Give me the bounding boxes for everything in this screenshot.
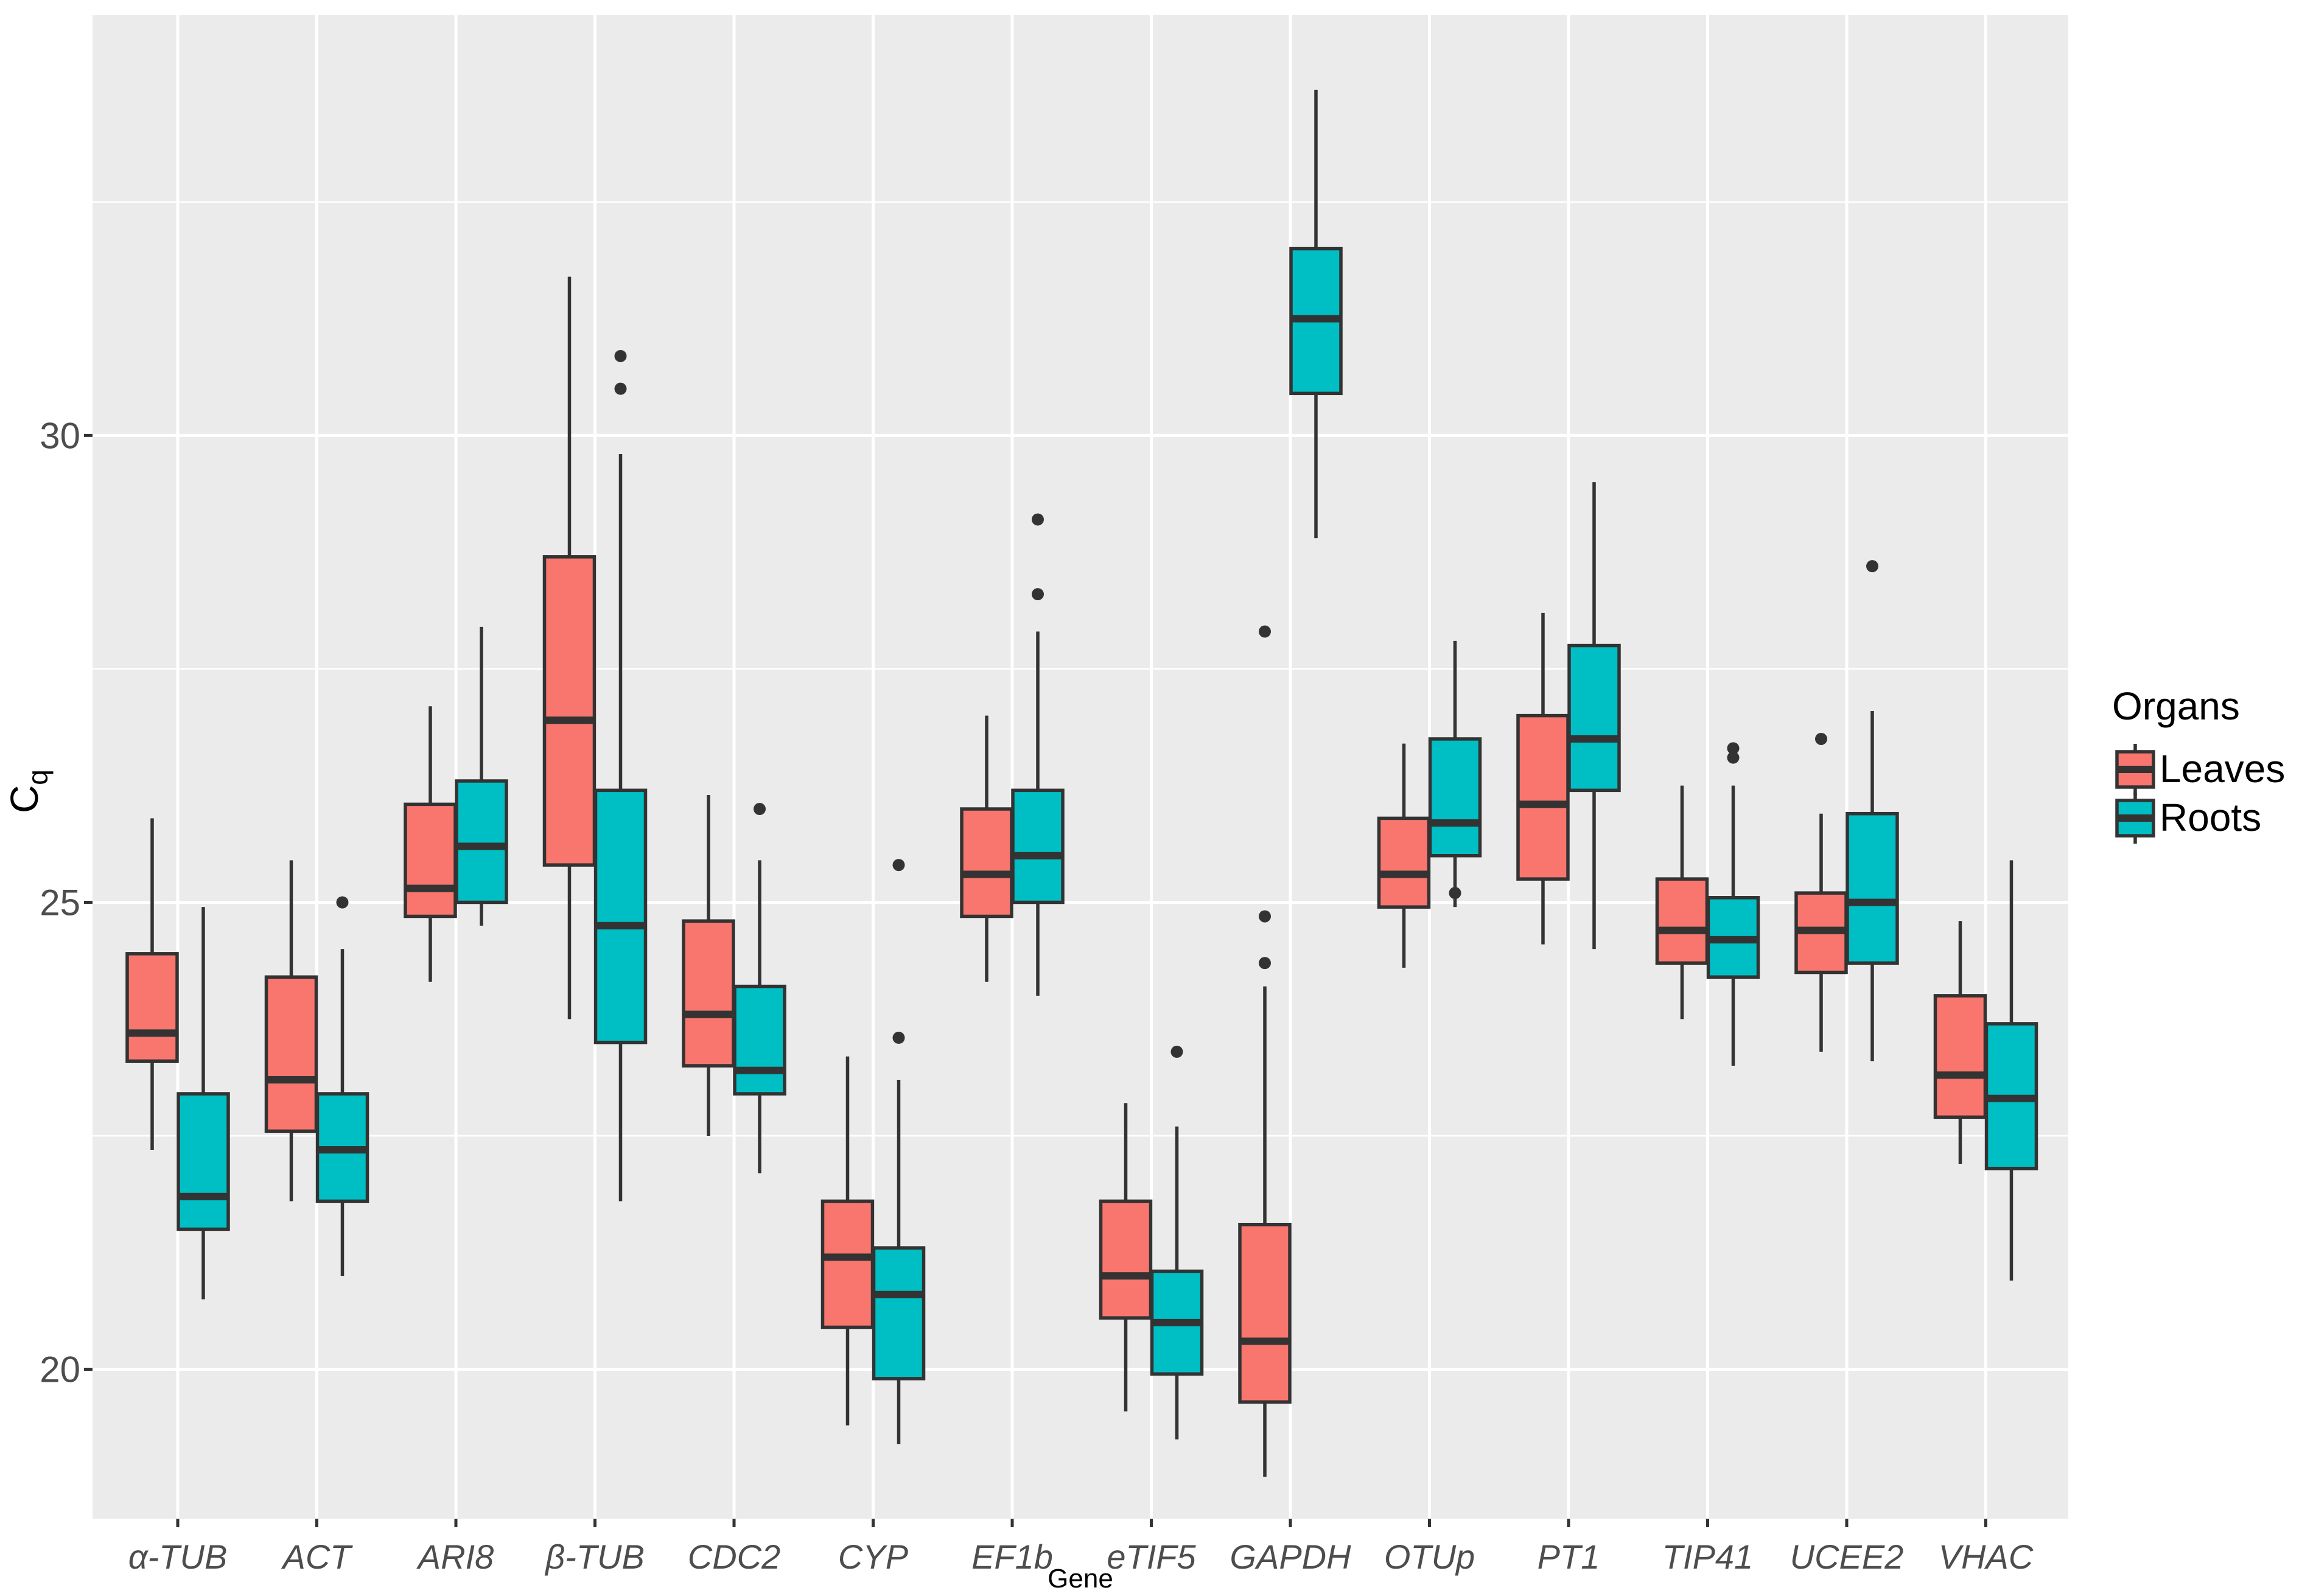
x-tick-label: ACT xyxy=(281,1538,354,1576)
x-tick-label: UCEE2 xyxy=(1790,1538,1904,1576)
box-body xyxy=(1516,713,1570,881)
x-tick-label: PT1 xyxy=(1538,1538,1600,1576)
box-body xyxy=(1428,737,1482,858)
box-roots xyxy=(1567,482,1621,950)
x-tick-label: CYP xyxy=(838,1538,908,1576)
box-body xyxy=(542,555,596,867)
y-axis: 20 25 30 xyxy=(40,415,93,1390)
box-body xyxy=(264,975,318,1133)
box-leaves xyxy=(1655,785,1709,1020)
box-roots xyxy=(593,349,648,1202)
box-body xyxy=(404,802,457,919)
box-body xyxy=(177,1092,230,1231)
y-tick-label: 20 xyxy=(40,1349,80,1390)
x-tick-label: VHAC xyxy=(1939,1538,2034,1576)
box-body xyxy=(1011,788,1065,905)
box-body xyxy=(1845,811,1899,965)
y-axis-title: Cq xyxy=(2,769,54,813)
legend-entry-leaves: Leaves xyxy=(2115,744,2285,795)
box-body xyxy=(960,807,1013,919)
box-body xyxy=(1238,1222,1292,1404)
box-body xyxy=(1099,1199,1153,1320)
svg-text:Cq: Cq xyxy=(2,769,54,813)
x-axis-title: Gene xyxy=(1048,1564,1113,1594)
box-leaves xyxy=(1516,612,1570,945)
x-tick-label: β-TUB xyxy=(544,1538,645,1576)
outlier-point xyxy=(1727,742,1740,755)
box-roots xyxy=(733,803,786,1174)
outlier-point xyxy=(1259,625,1271,638)
x-tick-label: eTIF5 xyxy=(1107,1538,1196,1576)
x-tick-label: ARI8 xyxy=(416,1538,494,1576)
box-leaves xyxy=(264,860,318,1202)
plot-panel xyxy=(93,15,2068,1519)
x-tick-label: α-TUB xyxy=(128,1538,228,1576)
outlier-point xyxy=(1170,1045,1183,1058)
y-axis-title-main: C xyxy=(2,785,46,813)
box-body xyxy=(872,1246,926,1381)
box-body xyxy=(455,779,508,905)
y-tick-label: 30 xyxy=(40,415,80,456)
outlier-point xyxy=(1449,887,1461,900)
legend-title: Organs xyxy=(2112,684,2240,728)
outlier-point xyxy=(892,1031,905,1044)
box-body xyxy=(820,1199,875,1329)
box-roots xyxy=(1150,1045,1204,1440)
legend: Organs Leaves Roots xyxy=(2112,684,2285,844)
box-body xyxy=(682,919,735,1068)
x-tick-label: OTUp xyxy=(1384,1538,1475,1576)
box-roots xyxy=(1289,89,1343,539)
legend-entry-roots: Roots xyxy=(2115,793,2261,844)
panel-background xyxy=(93,15,2068,1519)
box-leaves xyxy=(960,715,1013,982)
outlier-point xyxy=(892,859,905,872)
box-roots xyxy=(1428,640,1482,908)
box-leaves xyxy=(404,706,457,982)
outlier-point xyxy=(336,896,349,909)
legend-label-leaves: Leaves xyxy=(2160,747,2285,791)
box-roots xyxy=(872,859,926,1444)
outlier-point xyxy=(754,803,766,816)
box-body xyxy=(1567,643,1621,793)
outlier-point xyxy=(1259,957,1271,970)
outlier-point xyxy=(1032,588,1044,601)
box-body xyxy=(1933,994,1987,1119)
outlier-point xyxy=(1866,560,1878,573)
x-tick-label: CDC2 xyxy=(688,1538,780,1576)
y-tick-label: 25 xyxy=(40,882,80,923)
x-tick-label: TIP41 xyxy=(1662,1538,1753,1576)
x-axis: α-TUB ACT ARI8 β-TUB CDC2 CYP EF1b eTIF5 GAPDH OT… xyxy=(128,1519,2034,1576)
x-tick-label: GAPDH xyxy=(1230,1538,1351,1576)
outlier-point xyxy=(614,382,627,395)
box-leaves xyxy=(820,1056,875,1426)
box-roots xyxy=(1011,513,1065,996)
box-roots xyxy=(315,896,369,1276)
box-roots xyxy=(177,907,230,1300)
legend-label-roots: Roots xyxy=(2160,796,2261,839)
box-leaves xyxy=(125,818,179,1150)
box-series xyxy=(125,89,2038,1477)
outlier-point xyxy=(1259,910,1271,923)
box-body xyxy=(733,984,786,1096)
box-leaves xyxy=(542,276,596,1020)
box-roots xyxy=(1984,860,2038,1281)
box-body xyxy=(1377,816,1431,909)
box-roots xyxy=(455,626,508,926)
box-body xyxy=(125,952,179,1063)
box-leaves xyxy=(1238,625,1292,1477)
x-tick-label: EF1b xyxy=(971,1538,1053,1576)
box-leaves xyxy=(1099,1103,1153,1412)
box-leaves xyxy=(682,795,735,1136)
box-roots xyxy=(1845,560,1899,1062)
box-body xyxy=(1655,877,1709,965)
outlier-point xyxy=(1032,513,1044,526)
box-roots xyxy=(1706,742,1760,1066)
box-leaves xyxy=(1377,743,1431,968)
outlier-point xyxy=(1815,732,1827,745)
box-body xyxy=(593,788,648,1045)
y-axis-title-subscript: q xyxy=(22,769,54,785)
outlier-point xyxy=(614,349,627,362)
outlier-point xyxy=(1727,751,1740,764)
